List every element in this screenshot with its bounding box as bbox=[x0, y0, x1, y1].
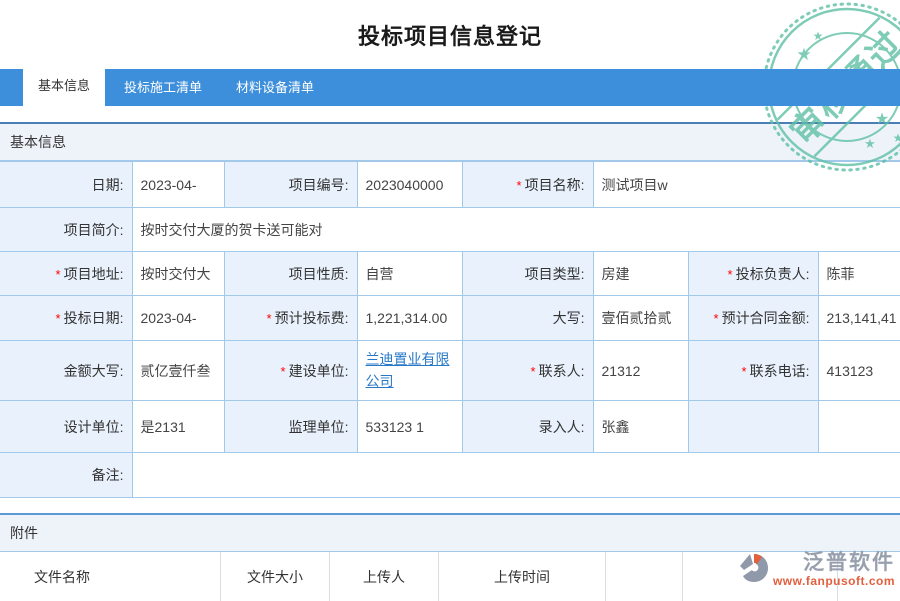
field-value-project-brief: 按时交付大厦的贺卡送可能对 bbox=[131, 207, 900, 252]
tab-material-equipment-list[interactable]: 材料设备清单 bbox=[236, 80, 315, 95]
required-asterisk: * bbox=[280, 363, 286, 379]
page-header: 投标项目信息登记 bbox=[0, 0, 900, 69]
field-value-supervision-unit: 533123 1 bbox=[356, 400, 463, 453]
field-value-contact-phone: 413123 bbox=[817, 340, 900, 401]
field-label-contact-phone: * 联系电话: bbox=[687, 340, 819, 401]
attach-header-upload-time: 上传时间 bbox=[439, 552, 606, 601]
page-title: 投标项目信息登记 bbox=[357, 23, 542, 49]
vendor-logo-name: 泛普软件 bbox=[803, 551, 895, 574]
field-value-empty bbox=[817, 400, 900, 453]
attach-header-empty bbox=[606, 552, 683, 601]
field-label-contact-person: * 联系人: bbox=[461, 340, 594, 401]
field-value-date: 2023-04- bbox=[131, 161, 225, 208]
field-label-project-name: * 项目名称: bbox=[461, 161, 594, 208]
field-value-remark bbox=[131, 452, 900, 498]
required-asterisk: * bbox=[55, 311, 61, 326]
field-label-date: 日期: bbox=[0, 161, 133, 208]
field-label-project-address: * 项目地址: bbox=[0, 251, 133, 296]
field-label-bid-date: * 投标日期: bbox=[0, 295, 133, 341]
table-row: 设计单位: 是2131 监理单位: 533123 1 录入人: 张鑫 bbox=[0, 400, 900, 453]
table-row: 项目简介: 按时交付大厦的贺卡送可能对 bbox=[0, 207, 900, 252]
field-value-project-name: 测试项目w bbox=[592, 161, 900, 208]
attachments-section-title: 附件 bbox=[0, 515, 900, 552]
table-row: 日期: 2023-04- 项目编号: 2023040000 * 项目名称: 测试项… bbox=[0, 161, 900, 208]
basic-info-panel: 基本信息 日期: 2023-04- 项目编号: 2023040000 * 项目名称… bbox=[0, 122, 900, 498]
field-value-entry-person: 张鑫 bbox=[592, 400, 689, 453]
construction-unit-link[interactable]: 兰迪置业有限公司 bbox=[365, 350, 450, 389]
field-label-remark: 备注: bbox=[0, 452, 133, 498]
attach-header-empty bbox=[683, 552, 838, 601]
field-value-amount-in-words: 贰亿壹仟叁 bbox=[131, 340, 225, 401]
vendor-logo-url: www.fanpusoft.com bbox=[772, 574, 895, 589]
vendor-logo-icon bbox=[739, 554, 768, 582]
field-label-project-nature: 项目性质: bbox=[223, 251, 358, 296]
field-value-project-nature: 自营 bbox=[356, 251, 463, 296]
table-row: 金额大写: 贰亿壹仟叁 * 建设单位: 兰迪置业有限公司 * 联系人: 21312 … bbox=[0, 340, 900, 401]
field-label-estimated-bid-fee: * 预计投标费: bbox=[223, 295, 358, 341]
basic-info-table: 日期: 2023-04- 项目编号: 2023040000 * 项目名称: 测试项… bbox=[0, 161, 900, 498]
required-asterisk: * bbox=[516, 177, 522, 193]
required-asterisk: * bbox=[741, 363, 747, 379]
attach-header-uploader: 上传人 bbox=[330, 552, 439, 601]
required-asterisk: * bbox=[55, 266, 61, 282]
field-value-project-no: 2023040000 bbox=[356, 161, 463, 208]
field-value-contact-person: 21312 bbox=[592, 340, 689, 401]
field-value-fee-in-words: 壹佰贰拾贰 bbox=[592, 295, 689, 341]
field-value-estimated-contract-amount: 213,141,41 bbox=[817, 295, 900, 341]
tab-bar: 基本信息 投标施工清单 材料设备清单 bbox=[0, 64, 900, 106]
field-label-design-unit: 设计单位: bbox=[0, 400, 133, 453]
field-value-design-unit: 是2131 bbox=[131, 400, 225, 453]
table-row: 备注: bbox=[0, 452, 900, 498]
field-label-empty bbox=[687, 400, 819, 453]
table-row: * 投标日期: 2023-04- * 预计投标费: 1,221,314.00 大写:… bbox=[0, 295, 900, 341]
attach-header-file-size: 文件大小 bbox=[221, 552, 330, 601]
tab-bid-construction-list[interactable]: 投标施工清单 bbox=[124, 80, 203, 95]
required-asterisk: * bbox=[266, 311, 272, 326]
table-row: * 项目地址: 按时交付大 项目性质: 自营 项目类型: 房建 * 投标负责人: 陈… bbox=[0, 251, 900, 296]
field-label-project-brief: 项目简介: bbox=[0, 207, 133, 252]
field-label-bid-leader: * 投标负责人: bbox=[687, 251, 819, 296]
field-value-project-type: 房建 bbox=[592, 251, 689, 296]
field-value-project-address: 按时交付大 bbox=[131, 251, 225, 296]
field-label-supervision-unit: 监理单位: bbox=[223, 400, 358, 453]
field-label-project-no: 项目编号: bbox=[223, 161, 358, 208]
field-label-project-type: 项目类型: bbox=[461, 251, 594, 296]
field-label-amount-in-words: 金额大写: bbox=[0, 340, 133, 401]
basic-info-section-title: 基本信息 bbox=[0, 124, 900, 161]
field-label-entry-person: 录入人: bbox=[461, 400, 594, 453]
attach-header-file-name: 文件名称 bbox=[0, 552, 221, 601]
field-value-bid-leader: 陈菲 bbox=[817, 251, 900, 296]
field-value-estimated-bid-fee: 1,221,314.00 bbox=[356, 295, 463, 341]
field-label-fee-in-words: 大写: bbox=[461, 295, 594, 341]
field-value-construction-unit: 兰迪置业有限公司 bbox=[356, 340, 463, 401]
field-label-estimated-contract-amount: * 预计合同金额: bbox=[687, 295, 819, 341]
field-label-construction-unit: * 建设单位: bbox=[223, 340, 358, 401]
required-asterisk: * bbox=[727, 266, 733, 282]
tab-basic-info[interactable]: 基本信息 bbox=[23, 64, 106, 106]
required-asterisk: * bbox=[713, 311, 719, 326]
vendor-logo: 泛普软件 www.fanpusoft.com bbox=[739, 551, 895, 588]
field-value-bid-date: 2023-04- bbox=[131, 295, 225, 341]
required-asterisk: * bbox=[530, 363, 536, 379]
